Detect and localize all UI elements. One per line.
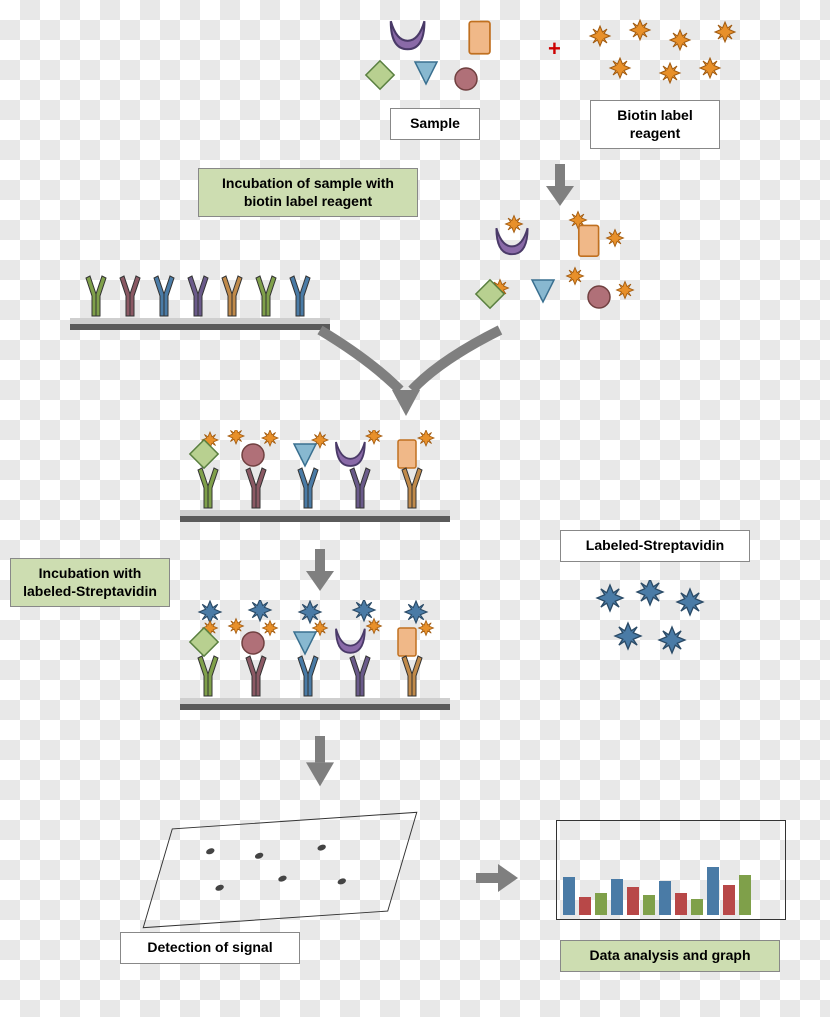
arrow-right (470, 858, 530, 898)
biotin-reagent-label: Biotin label reagent (590, 100, 720, 149)
arrow-down-2 (300, 545, 340, 595)
labeled-strept-label: Labeled-Streptavidin (560, 530, 750, 562)
strept-stars (590, 580, 750, 670)
converge-arrows (300, 320, 520, 440)
chart-bar (579, 897, 591, 915)
chart-bar (627, 887, 639, 915)
analysis-label: Data analysis and graph (560, 940, 780, 972)
analysis-chart (556, 820, 786, 920)
incubation-strept-label: Incubation with labeled-Streptavidin (10, 558, 170, 607)
chart-bar (675, 893, 687, 915)
biotinylated-sample (460, 210, 670, 330)
chart-bar (643, 895, 655, 915)
antibody-plate-biotin (180, 430, 480, 540)
plus-sign: + (548, 36, 561, 62)
chart-bar (707, 867, 719, 915)
chart-bar (595, 893, 607, 915)
incubation-biotin-label: Incubation of sample with biotin label r… (198, 168, 418, 217)
detection-slide (143, 812, 418, 928)
chart-bar (723, 885, 735, 915)
chart-bar (611, 879, 623, 915)
sample-label: Sample (390, 108, 480, 140)
biotin-stars (580, 18, 760, 108)
chart-bar (691, 899, 703, 915)
chart-bar (739, 875, 751, 915)
chart-bar (563, 877, 575, 915)
sample-shapes (360, 10, 530, 110)
chart-bar (659, 881, 671, 915)
arrow-down-1 (540, 160, 580, 210)
antibody-plate-strept (180, 600, 480, 730)
detection-label: Detection of signal (120, 932, 300, 964)
arrow-down-3 (300, 730, 340, 790)
